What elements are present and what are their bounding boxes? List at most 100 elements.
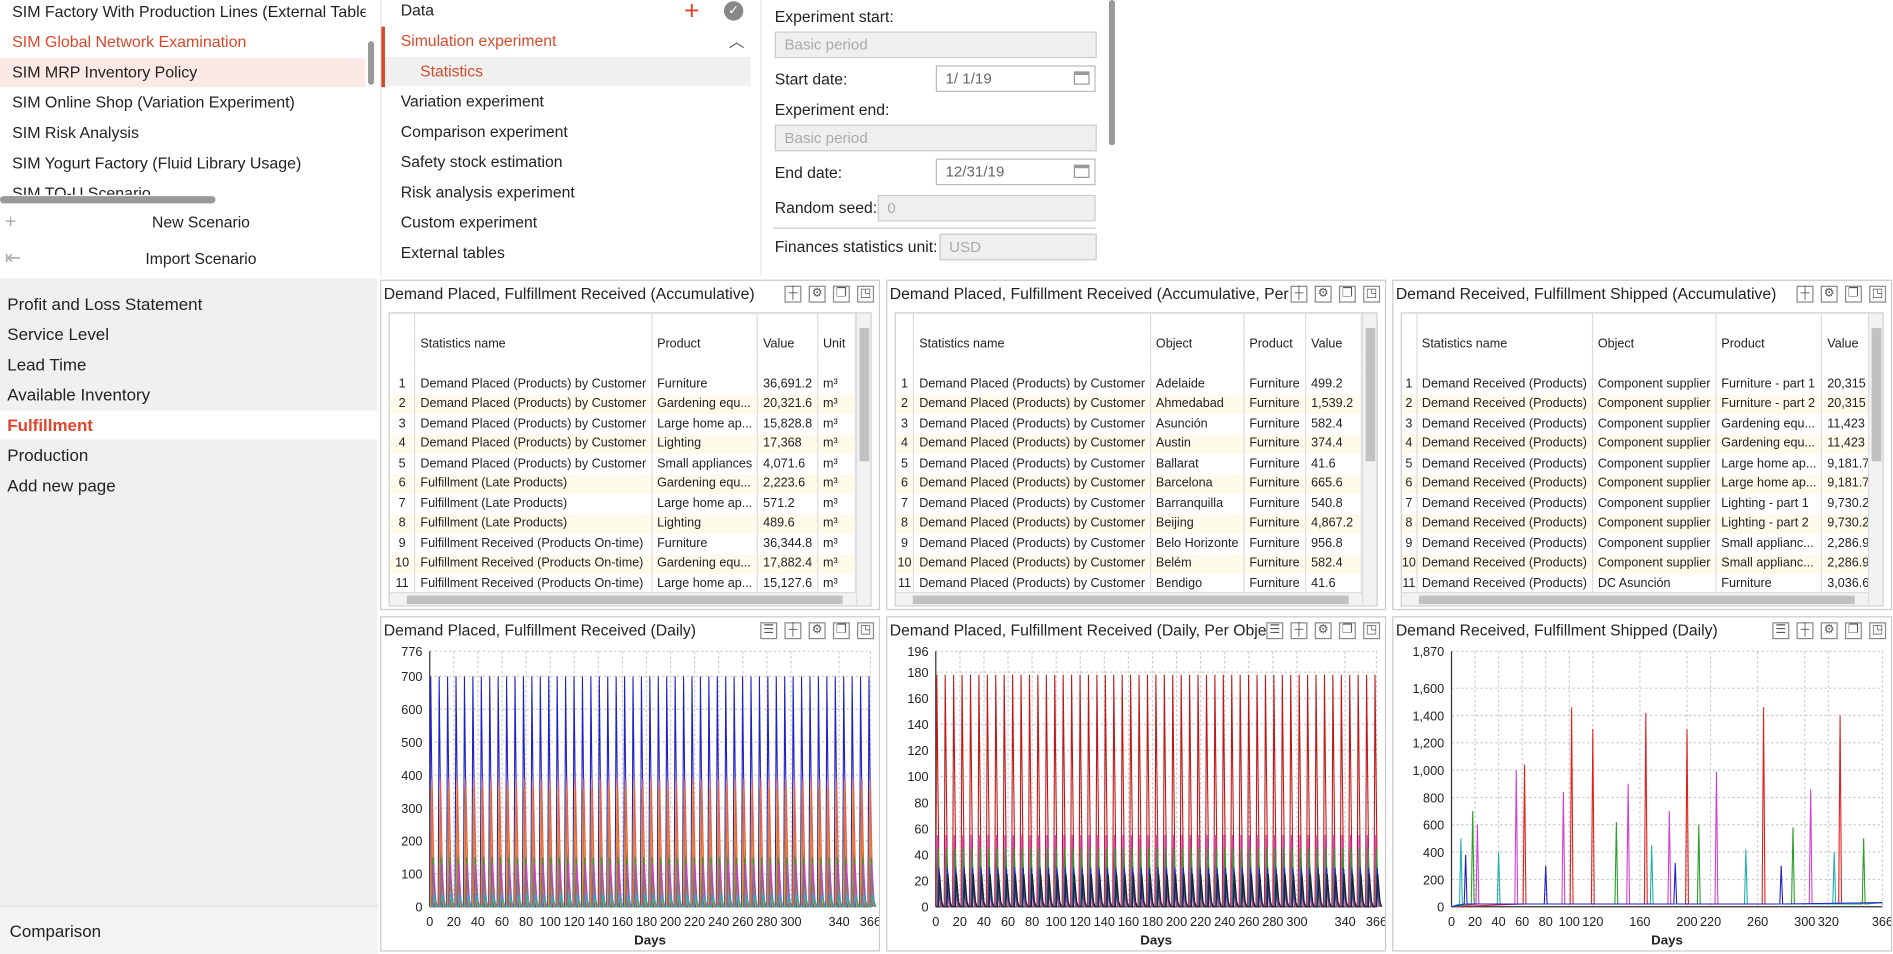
- finances-unit-select[interactable]: USD: [939, 233, 1097, 261]
- page-nav-item[interactable]: Production: [7, 445, 89, 465]
- page-nav-item[interactable]: Service Level: [7, 324, 110, 344]
- column-header[interactable]: Product: [1715, 332, 1823, 355]
- scroll-thumb[interactable]: [1418, 595, 1855, 605]
- table-row[interactable]: 3 Demand Received (Products) Component sup…: [1401, 414, 1868, 435]
- new-scenario-button[interactable]: + New Scenario: [0, 206, 378, 240]
- filter-cell[interactable]: [1243, 313, 1307, 333]
- scenario-item[interactable]: SIM Online Shop (Variation Experiment): [12, 93, 295, 112]
- comparison-button[interactable]: Comparison: [0, 905, 378, 954]
- start-date-picker[interactable]: 1/ 1/19: [935, 65, 1096, 93]
- maximize-icon[interactable]: ◳: [857, 622, 875, 640]
- experiment-item[interactable]: Statistics: [420, 61, 484, 80]
- experiment-item[interactable]: Simulation experiment: [400, 31, 557, 50]
- table-row[interactable]: 10 Demand Placed (Products) by Customer Be…: [895, 553, 1362, 574]
- experiment-item[interactable]: Data: [400, 1, 434, 20]
- table-row[interactable]: 4 Demand Received (Products) Component sup…: [1401, 434, 1868, 454]
- settings-icon[interactable]: ⚙: [1820, 622, 1838, 640]
- table-row[interactable]: 2 Demand Placed (Products) by Customer Gar…: [389, 394, 856, 415]
- maximize-icon[interactable]: ◳: [1869, 285, 1887, 303]
- list-icon[interactable]: ☰: [1772, 622, 1790, 640]
- table-row[interactable]: 11 Fulfillment Received (Products On-time…: [389, 573, 856, 592]
- end-date-picker[interactable]: 12/31/19: [935, 158, 1096, 186]
- table-row[interactable]: 10 Fulfillment Received (Products On-time…: [389, 553, 856, 574]
- table-row[interactable]: 8 Demand Placed (Products) by Customer Bei…: [895, 513, 1362, 534]
- column-header[interactable]: Value: [1305, 332, 1362, 355]
- table-hscrollbar[interactable]: [895, 591, 1362, 606]
- filter-cell[interactable]: [757, 313, 819, 333]
- copy-icon[interactable]: ❐: [832, 285, 850, 303]
- table-row[interactable]: 7 Demand Placed (Products) by Customer Bar…: [895, 493, 1362, 514]
- page-nav-item[interactable]: Fulfillment: [0, 410, 378, 440]
- table-row[interactable]: 9 Demand Received (Products) Component sup…: [1401, 533, 1868, 554]
- column-header[interactable]: Statistics name: [414, 332, 653, 355]
- table-vscrollbar[interactable]: [1867, 313, 1883, 606]
- column-header[interactable]: Statistics name: [1416, 332, 1593, 355]
- settings-icon[interactable]: ⚙: [808, 285, 826, 303]
- page-nav-item[interactable]: Profit and Loss Statement: [7, 294, 203, 314]
- grid-icon[interactable]: ┼: [784, 285, 802, 303]
- filter-cell[interactable]: [389, 313, 416, 333]
- table-hscrollbar[interactable]: [1401, 591, 1868, 606]
- table-row[interactable]: 11 Demand Placed (Products) by Customer Be…: [895, 573, 1362, 592]
- filter-cell[interactable]: [895, 313, 915, 333]
- copy-icon[interactable]: ❐: [1338, 622, 1356, 640]
- table-row[interactable]: 6 Demand Received (Products) Component sup…: [1401, 473, 1868, 494]
- scroll-thumb[interactable]: [1871, 328, 1882, 462]
- experiment-item[interactable]: Risk analysis experiment: [400, 182, 575, 201]
- import-scenario-button[interactable]: ⇤ Import Scenario: [0, 242, 378, 276]
- settings-icon[interactable]: ⚙: [1314, 285, 1332, 303]
- copy-icon[interactable]: ❐: [1844, 285, 1862, 303]
- grid-icon[interactable]: ┼: [1290, 285, 1308, 303]
- table-row[interactable]: 1 Demand Placed (Products) by Customer Ade…: [895, 374, 1362, 395]
- table-row[interactable]: 3 Demand Placed (Products) by Customer Asu…: [895, 414, 1362, 435]
- settings-scrollbar[interactable]: [1108, 0, 1115, 146]
- column-header[interactable]: [1401, 332, 1418, 355]
- column-header[interactable]: Product: [1243, 332, 1307, 355]
- filter-cell[interactable]: [1592, 313, 1717, 333]
- column-header[interactable]: Object: [1592, 332, 1717, 355]
- filter-cell[interactable]: [1821, 313, 1868, 333]
- experiment-end-select[interactable]: Basic period: [774, 124, 1097, 152]
- settings-icon[interactable]: ⚙: [1314, 622, 1332, 640]
- scroll-thumb[interactable]: [912, 595, 1349, 605]
- maximize-icon[interactable]: ◳: [1869, 622, 1887, 640]
- grid-icon[interactable]: ┼: [1796, 285, 1814, 303]
- scroll-thumb[interactable]: [1365, 328, 1376, 462]
- table-row[interactable]: 7 Demand Received (Products) Component sup…: [1401, 493, 1868, 514]
- maximize-icon[interactable]: ◳: [857, 285, 875, 303]
- filter-cell[interactable]: [817, 313, 856, 333]
- filter-cell[interactable]: [651, 313, 759, 333]
- table-row[interactable]: 5 Demand Received (Products) Component sup…: [1401, 453, 1868, 474]
- filter-cell[interactable]: [414, 313, 653, 333]
- filter-cell[interactable]: [1305, 313, 1362, 333]
- grid-icon[interactable]: ┼: [1796, 622, 1814, 640]
- copy-icon[interactable]: ❐: [1338, 285, 1356, 303]
- experiment-item[interactable]: External tables: [400, 243, 505, 262]
- filter-cell[interactable]: [1150, 313, 1245, 333]
- scenario-item[interactable]: SIM Risk Analysis: [12, 123, 139, 142]
- scenario-item[interactable]: SIM TO-U Scenario: [12, 184, 151, 195]
- table-row[interactable]: 1 Demand Placed (Products) by Customer Fur…: [389, 374, 856, 395]
- table-hscrollbar[interactable]: [389, 591, 856, 606]
- list-icon[interactable]: ☰: [760, 622, 778, 640]
- page-nav-item[interactable]: Lead Time: [7, 354, 87, 375]
- page-nav-item[interactable]: Available Inventory: [7, 384, 151, 405]
- experiment-start-select[interactable]: Basic period: [774, 31, 1097, 59]
- table-row[interactable]: 6 Demand Placed (Products) by Customer Bar…: [895, 473, 1362, 494]
- experiment-item[interactable]: Custom experiment: [400, 213, 538, 232]
- grid-icon[interactable]: ┼: [1290, 622, 1308, 640]
- add-icon[interactable]: +: [683, 0, 700, 26]
- scenario-list-scrollbar[interactable]: [368, 41, 375, 85]
- column-header[interactable]: [389, 332, 416, 355]
- column-header[interactable]: Product: [651, 332, 759, 355]
- maximize-icon[interactable]: ◳: [1363, 622, 1381, 640]
- settings-icon[interactable]: ⚙: [808, 622, 826, 640]
- random-seed-input[interactable]: 0: [877, 194, 1096, 222]
- filter-cell[interactable]: [1401, 313, 1418, 333]
- maximize-icon[interactable]: ◳: [1363, 285, 1381, 303]
- scenario-item[interactable]: SIM Yogurt Factory (Fluid Library Usage): [12, 153, 302, 172]
- table-vscrollbar[interactable]: [1361, 313, 1377, 606]
- table-row[interactable]: 9 Demand Placed (Products) by Customer Bel…: [895, 533, 1362, 554]
- page-nav-item[interactable]: Add new page: [7, 475, 116, 496]
- table-row[interactable]: 10 Demand Received (Products) Component su…: [1401, 553, 1868, 574]
